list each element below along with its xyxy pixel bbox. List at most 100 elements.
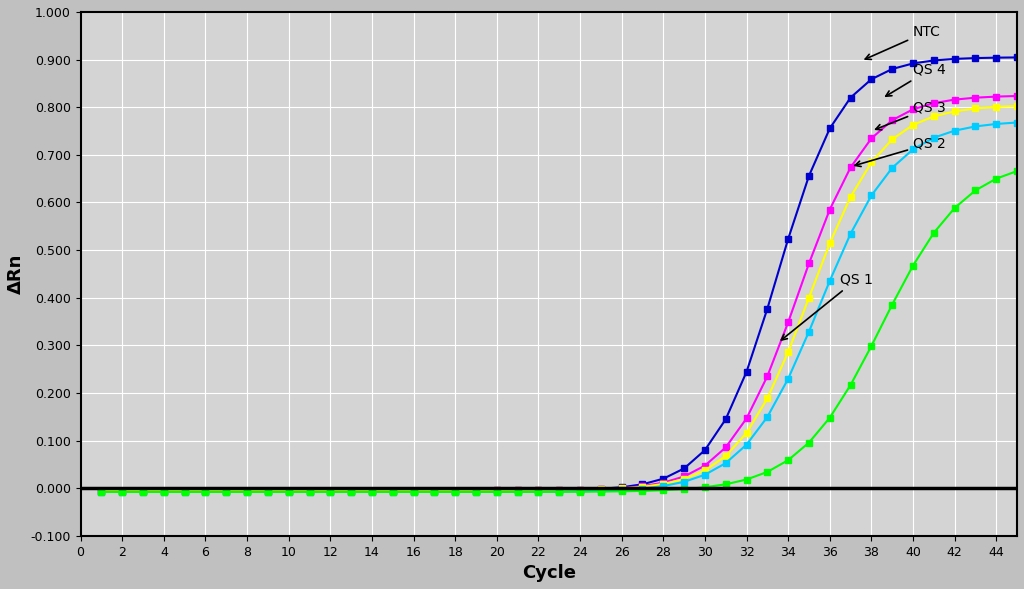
QS 2 xyxy=(636,485,648,492)
QS 2 xyxy=(178,488,190,495)
Text: NTC: NTC xyxy=(865,25,941,59)
QS 2 xyxy=(303,488,315,495)
QS 3 xyxy=(1011,102,1023,110)
QS 3 xyxy=(782,349,795,356)
QS 3 xyxy=(636,484,648,491)
QS 4 xyxy=(387,487,399,494)
NTC xyxy=(490,487,503,494)
QS 2 xyxy=(865,192,878,199)
QS 4 xyxy=(615,485,628,492)
QS 2 xyxy=(782,375,795,382)
QS 4 xyxy=(158,487,170,494)
QS 2 xyxy=(907,146,920,153)
QS 1 xyxy=(782,456,795,464)
X-axis label: Cycle: Cycle xyxy=(522,564,575,582)
QS 3 xyxy=(450,487,462,494)
QS 1 xyxy=(886,301,898,308)
QS 2 xyxy=(511,488,523,495)
QS 4 xyxy=(865,135,878,142)
NTC xyxy=(595,485,607,492)
QS 2 xyxy=(366,488,378,495)
NTC xyxy=(450,487,462,494)
NTC xyxy=(116,487,128,494)
QS 4 xyxy=(490,487,503,494)
QS 2 xyxy=(886,164,898,171)
NTC xyxy=(1011,54,1023,61)
QS 2 xyxy=(262,488,274,495)
QS 1 xyxy=(137,488,150,495)
QS 1 xyxy=(470,488,482,495)
QS 3 xyxy=(720,452,732,459)
QS 4 xyxy=(845,164,857,171)
QS 3 xyxy=(553,487,565,494)
QS 3 xyxy=(803,294,815,301)
QS 1 xyxy=(990,175,1002,182)
NTC xyxy=(366,487,378,494)
QS 4 xyxy=(782,319,795,326)
NTC xyxy=(387,487,399,494)
NTC xyxy=(511,487,523,494)
QS 3 xyxy=(116,487,128,494)
QS 4 xyxy=(511,487,523,494)
NTC xyxy=(283,487,295,494)
QS 3 xyxy=(657,481,670,488)
Text: QS 3: QS 3 xyxy=(876,101,946,130)
QS 3 xyxy=(948,108,961,115)
NTC xyxy=(678,465,690,472)
QS 1 xyxy=(928,229,940,236)
QS 1 xyxy=(761,468,773,475)
QS 3 xyxy=(387,487,399,494)
NTC xyxy=(657,475,670,482)
QS 2 xyxy=(490,488,503,495)
NTC xyxy=(740,368,753,375)
QS 1 xyxy=(532,488,545,495)
QS 3 xyxy=(698,467,711,474)
QS 3 xyxy=(200,487,212,494)
QS 2 xyxy=(948,127,961,134)
QS 1 xyxy=(366,488,378,495)
NTC xyxy=(720,416,732,423)
QS 3 xyxy=(823,240,836,247)
QS 2 xyxy=(387,488,399,495)
QS 3 xyxy=(511,487,523,494)
QS 2 xyxy=(740,441,753,448)
QS 4 xyxy=(636,482,648,489)
QS 2 xyxy=(241,488,253,495)
QS 3 xyxy=(325,487,337,494)
QS 1 xyxy=(95,488,108,495)
NTC xyxy=(178,487,190,494)
NTC xyxy=(325,487,337,494)
Line: QS 4: QS 4 xyxy=(98,92,1021,494)
QS 4 xyxy=(928,100,940,107)
QS 1 xyxy=(615,488,628,495)
NTC xyxy=(636,481,648,488)
QS 1 xyxy=(636,487,648,494)
QS 1 xyxy=(698,484,711,491)
QS 4 xyxy=(137,487,150,494)
QS 1 xyxy=(116,488,128,495)
QS 1 xyxy=(490,488,503,495)
QS 3 xyxy=(366,487,378,494)
QS 4 xyxy=(657,479,670,487)
QS 3 xyxy=(428,487,440,494)
Text: QS 4: QS 4 xyxy=(886,63,946,96)
QS 1 xyxy=(948,204,961,211)
QS 3 xyxy=(595,486,607,493)
QS 1 xyxy=(845,382,857,389)
NTC xyxy=(698,446,711,454)
QS 3 xyxy=(408,487,420,494)
QS 2 xyxy=(803,328,815,335)
QS 1 xyxy=(678,485,690,492)
QS 4 xyxy=(990,93,1002,100)
QS 1 xyxy=(345,488,357,495)
NTC xyxy=(761,305,773,312)
QS 3 xyxy=(928,113,940,120)
QS 4 xyxy=(470,487,482,494)
NTC xyxy=(470,487,482,494)
QS 1 xyxy=(907,262,920,269)
QS 3 xyxy=(490,487,503,494)
NTC xyxy=(886,65,898,72)
QS 1 xyxy=(865,342,878,349)
QS 3 xyxy=(303,487,315,494)
QS 2 xyxy=(1011,119,1023,126)
